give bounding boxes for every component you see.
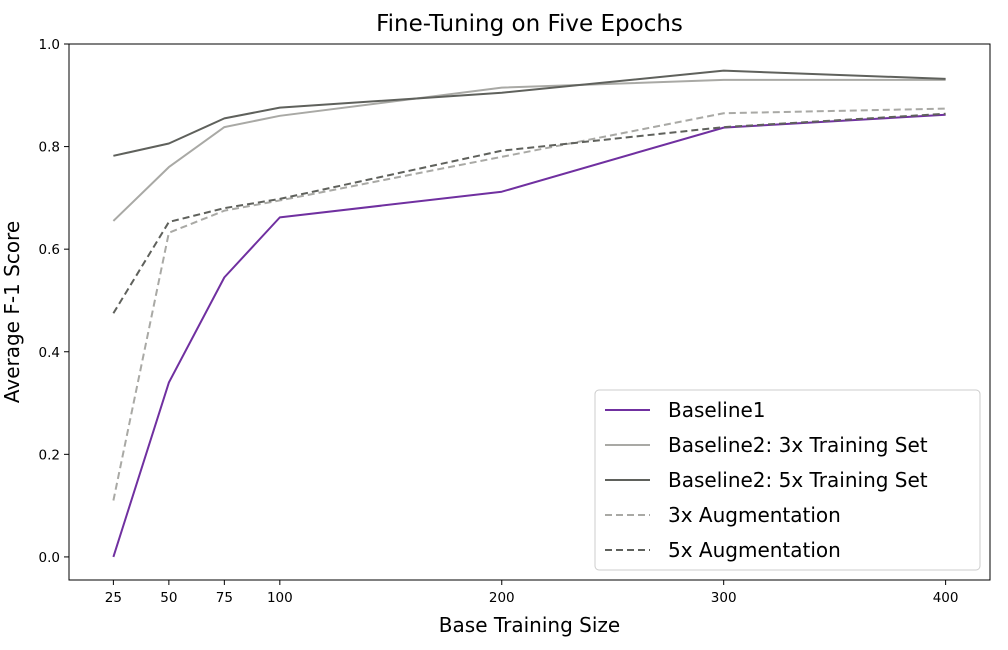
y-tick-label: 0.2 [39,447,60,463]
legend: Baseline1 Baseline2: 3x Training Set Basel… [594,389,981,571]
legend-label-3: Baseline2: 5x Training Set [668,468,928,492]
x-tick-label: 100 [267,590,293,606]
legend-label-2: Baseline2: 3x Training Set [668,433,928,457]
legend-box [594,389,981,571]
legend-label-5: 5x Augmentation [668,538,841,562]
x-tick-label: 75 [216,590,233,606]
series-line-2 [112,78,946,222]
y-tick-label: 0.4 [39,345,60,361]
y-axis-label: Average F-1 Score [0,221,24,403]
plot-series [112,69,946,558]
x-axis-label: Base Training Size [439,613,620,637]
y-tick-label: 0.6 [39,242,60,258]
y-tick-label: 1.0 [39,37,60,53]
series-line-4 [112,107,946,501]
x-tick-label: 400 [933,590,959,606]
chart-title: Fine-Tuning on Five Epochs [376,11,683,37]
x-axis: 25 50 75 100 200 300 400 [105,580,959,606]
x-tick-label: 25 [105,590,122,606]
series-line-5 [112,112,946,314]
plot-frame [68,43,991,581]
series-line-1 [112,113,946,558]
legend-label-1: Baseline1 [668,398,766,422]
series-line-3 [113,69,946,157]
y-axis: 0.0 0.2 0.4 0.6 0.8 1.0 [39,37,69,566]
y-tick-label: 0.0 [39,550,60,566]
y-tick-label: 0.8 [39,140,60,156]
x-tick-label: 300 [711,590,737,606]
x-tick-label: 200 [489,590,515,606]
x-tick-label: 50 [160,590,177,606]
legend-label-4: 3x Augmentation [668,503,841,527]
